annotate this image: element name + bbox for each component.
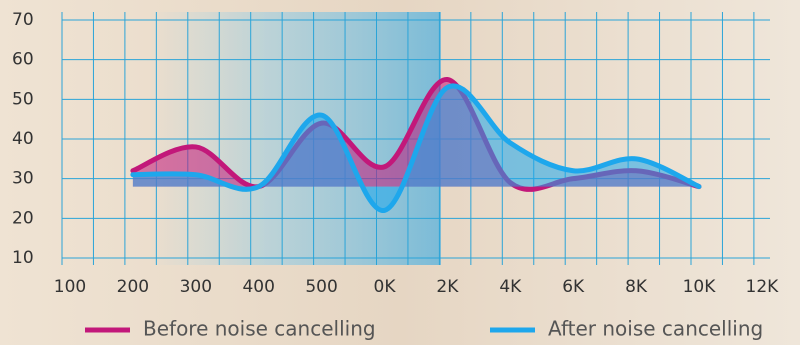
y-tick-label: 40 xyxy=(12,129,34,149)
x-tick-label: 4K xyxy=(499,277,522,297)
x-tick-label: 200 xyxy=(117,277,149,297)
x-tick-label: 100 xyxy=(54,277,86,297)
x-tick-label: 12K xyxy=(746,277,780,297)
y-tick-label: 30 xyxy=(12,169,34,189)
x-tick-label: 500 xyxy=(305,277,337,297)
series-area xyxy=(132,85,699,211)
x-tick-label: 2K xyxy=(436,277,459,297)
legend-label: After noise cancelling xyxy=(548,317,763,341)
x-tick-label: 300 xyxy=(180,277,212,297)
x-tick-label: 400 xyxy=(242,277,274,297)
x-tick-label: 8K xyxy=(625,277,648,297)
y-tick-label: 60 xyxy=(12,50,34,70)
x-tick-label: 6K xyxy=(562,277,585,297)
x-tick-label: 0K xyxy=(374,277,397,297)
y-tick-label: 10 xyxy=(12,248,34,268)
series-area xyxy=(132,79,699,190)
y-tick-label: 50 xyxy=(12,89,34,109)
y-tick-label: 70 xyxy=(12,10,34,30)
y-tick-label: 20 xyxy=(12,208,34,228)
legend-label: Before noise cancelling xyxy=(143,317,376,341)
series-line xyxy=(130,83,702,213)
x-tick-label: 10K xyxy=(683,277,717,297)
